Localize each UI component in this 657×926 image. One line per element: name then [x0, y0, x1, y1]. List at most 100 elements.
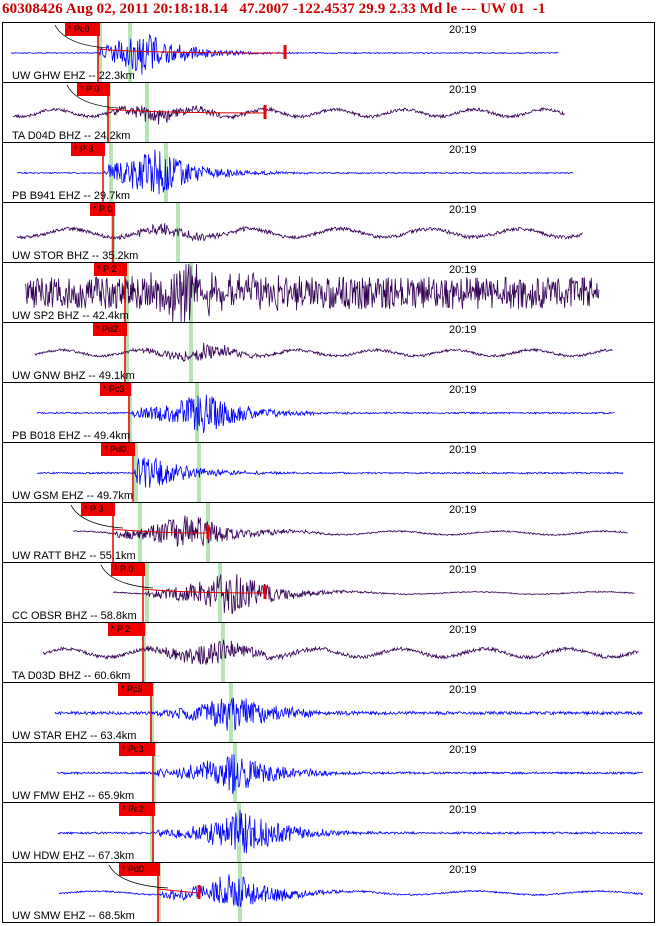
station-label: PB B018 EHZ -- 49.4km [12, 430, 130, 442]
waveform-trace [16, 149, 574, 195]
s-phase-line [233, 743, 237, 802]
time-tick-label: 20:19 [449, 384, 477, 396]
waveform-plot [58, 863, 644, 922]
s-phase-line [238, 863, 242, 922]
phase-pick-flag[interactable]: * P 2 [94, 263, 127, 276]
station-label: UW GNW BHZ -- 49.1km [12, 370, 135, 382]
phase-pick-flag[interactable]: * Pd0 [119, 863, 160, 876]
trace-panel: * Pd2 20:19 UW GNW BHZ -- 49.1km [2, 322, 655, 383]
coda-marker [263, 105, 267, 119]
p-phase-line [134, 443, 138, 502]
station-label: CC OBSR BHZ -- 58.8km [12, 610, 137, 622]
p-phase-line [128, 383, 132, 442]
coda-curve [100, 564, 154, 589]
time-tick-label: 20:19 [449, 204, 477, 216]
waveform-plot [100, 563, 635, 622]
p-phase-line [125, 263, 129, 322]
waveform-trace [54, 697, 643, 731]
p-phase-line [157, 863, 161, 922]
coda-curve [54, 24, 109, 49]
time-tick-label: 20:19 [449, 444, 477, 456]
waveform-plot [54, 683, 643, 742]
coda-marker [206, 525, 210, 539]
station-label: TA D04D BHZ -- 24.2km [12, 130, 131, 142]
p-phase-line [109, 143, 113, 202]
waveform-plot [57, 803, 643, 862]
waveform-plot [36, 383, 615, 442]
waveform-plot [16, 143, 574, 202]
waveform-plot [24, 263, 600, 322]
trace-panel: * P 0 20:19 UW STOR BHZ -- 35.2km [2, 202, 655, 263]
phase-pick-flag[interactable]: * P 0 [77, 83, 110, 96]
waveform-plot [16, 203, 583, 262]
coda-fit-curve [97, 48, 286, 54]
phase-pick-flag[interactable]: * Pc3 [100, 383, 131, 396]
time-tick-label: 20:19 [449, 24, 477, 36]
station-label: PB B941 EHZ -- 29.7km [12, 190, 130, 202]
phase-pick-flag[interactable]: * P 3 [71, 143, 105, 156]
waveform-trace [57, 809, 643, 854]
s-phase-line [145, 83, 149, 142]
coda-curve [70, 504, 124, 529]
s-phase-line [221, 623, 225, 682]
waveform-trace [112, 574, 635, 615]
station-label: TA D03D BHZ -- 60.6km [12, 670, 131, 682]
trace-panel: * P 3 20:19 PB B941 EHZ -- 29.7km [2, 142, 655, 203]
phase-pick-flag[interactable]: * Pc0 [65, 23, 100, 36]
phase-pick-flag[interactable]: * Pc3 [118, 683, 153, 696]
time-tick-label: 20:19 [449, 804, 477, 816]
waveform-plot [34, 323, 613, 382]
time-tick-label: 20:19 [449, 504, 477, 516]
waveform-trace [37, 457, 624, 488]
waveform-trace [34, 342, 613, 362]
waveform-plot [10, 23, 559, 82]
phase-pick-flag[interactable]: * Pc2 [119, 803, 155, 816]
phase-pick-flag[interactable]: * P 3 [81, 503, 115, 516]
event-header: 60308426 Aug 02, 2011 20:18:18.14 47.200… [0, 0, 657, 22]
waveform-trace [56, 754, 644, 795]
time-tick-label: 20:19 [449, 684, 477, 696]
phase-pick-flag[interactable]: * P 0 [90, 203, 115, 216]
trace-panel: * Pd0 20:19 UW GSM EHZ -- 49.7km [2, 442, 655, 503]
waveform-trace [58, 874, 644, 907]
phase-pick-flag[interactable]: * Pd2 [93, 323, 127, 336]
waveform-trace [12, 105, 565, 125]
time-tick-label: 20:19 [449, 564, 477, 576]
time-tick-label: 20:19 [449, 864, 477, 876]
time-tick-label: 20:19 [449, 264, 477, 276]
coda-fit-curve [142, 588, 266, 594]
coda-marker [197, 885, 201, 899]
waveform-trace [24, 263, 600, 322]
trace-panel: * P 0 20:19 TA D04D BHZ -- 24.2km [2, 82, 655, 143]
station-label: UW SMW EHZ -- 68.5km [12, 910, 135, 922]
trace-panel: * Pc3 20:19 PB B018 EHZ -- 49.4km [2, 382, 655, 443]
station-label: UW STAR EHZ -- 63.4km [12, 730, 137, 742]
trace-panel: * P 3 20:19 UW RATT BHZ -- 55.1km [2, 502, 655, 563]
station-label: UW GSM EHZ -- 49.7km [12, 490, 134, 502]
trace-panel: * P 2 20:19 UW SP2 BHZ -- 42.4km [2, 262, 655, 323]
phase-pick-flag[interactable]: * Pc3 [119, 743, 155, 756]
time-tick-label: 20:19 [449, 624, 477, 636]
waveform-plot [37, 443, 624, 502]
coda-marker [263, 585, 267, 599]
waveform-trace [36, 394, 615, 434]
phase-pick-flag[interactable]: * P 2 [108, 623, 145, 636]
trace-panel: * P 2 20:19 TA D03D BHZ -- 60.6km [2, 622, 655, 683]
waveform-trace [16, 223, 583, 242]
phase-pick-flag[interactable]: * P 0 [111, 563, 145, 576]
time-tick-label: 20:19 [449, 84, 477, 96]
s-phase-line [189, 323, 193, 382]
phase-pick-flag[interactable]: * Pd0 [101, 443, 135, 456]
s-phase-line [229, 683, 233, 742]
time-tick-label: 20:19 [449, 744, 477, 756]
waveform-plot [42, 623, 639, 682]
time-tick-label: 20:19 [449, 144, 477, 156]
station-label: UW FMW EHZ -- 65.9km [12, 790, 135, 802]
seismogram-panels: * Pc0 20:19 UW GHW EHZ -- 22.3km * P 0 20:19… [0, 22, 657, 926]
waveform-plot [70, 503, 628, 562]
event-summary: 60308426 Aug 02, 2011 20:18:18.14 47.200… [2, 1, 546, 17]
trace-panel: * Pc0 20:19 UW GHW EHZ -- 22.3km [2, 22, 655, 83]
coda-curve [108, 864, 169, 889]
p-phase-line [145, 563, 149, 622]
station-label: UW GHW EHZ -- 22.3km [12, 70, 135, 82]
